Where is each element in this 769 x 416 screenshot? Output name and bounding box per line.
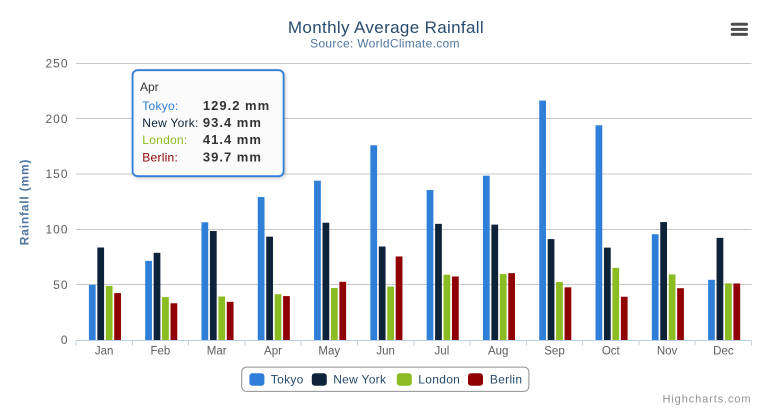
- svg-text:Highcharts.com: Highcharts.com: [662, 394, 751, 406]
- svg-text:150: 150: [45, 167, 68, 181]
- svg-text:Tokyo:: Tokyo:: [142, 99, 178, 113]
- svg-text:Dec: Dec: [713, 345, 734, 357]
- svg-text:Monthly Average Rainfall: Monthly Average Rainfall: [288, 18, 484, 37]
- svg-text:May: May: [318, 345, 340, 357]
- svg-text:Tokyo: Tokyo: [271, 373, 304, 387]
- svg-text:39.7 mm: 39.7 mm: [203, 149, 262, 164]
- svg-text:41.4 mm: 41.4 mm: [203, 132, 262, 147]
- svg-text:200: 200: [45, 112, 68, 126]
- svg-text:London: London: [418, 373, 460, 387]
- svg-text:Sep: Sep: [544, 345, 564, 357]
- svg-text:93.4 mm: 93.4 mm: [203, 115, 262, 130]
- svg-text:Mar: Mar: [207, 345, 227, 357]
- svg-text:Jun: Jun: [376, 345, 395, 357]
- svg-text:Apr: Apr: [140, 80, 159, 94]
- svg-text:Source: WorldClimate.com: Source: WorldClimate.com: [310, 37, 460, 51]
- svg-text:Nov: Nov: [657, 345, 678, 357]
- svg-text:Oct: Oct: [602, 345, 621, 357]
- svg-text:129.2 mm: 129.2 mm: [203, 98, 270, 113]
- svg-text:Jan: Jan: [95, 345, 114, 357]
- svg-text:New York:: New York:: [142, 116, 198, 130]
- svg-text:0: 0: [61, 333, 69, 347]
- svg-text:New York: New York: [333, 373, 387, 387]
- svg-text:Berlin: Berlin: [490, 373, 522, 387]
- svg-text:Apr: Apr: [264, 345, 282, 357]
- svg-text:50: 50: [53, 278, 68, 292]
- svg-text:250: 250: [45, 57, 68, 71]
- svg-text:Aug: Aug: [488, 345, 508, 357]
- svg-text:Rainfall (mm): Rainfall (mm): [18, 159, 32, 245]
- svg-text:100: 100: [45, 223, 68, 237]
- svg-text:Jul: Jul: [435, 345, 450, 357]
- svg-text:Berlin:: Berlin:: [142, 150, 178, 164]
- svg-text:Feb: Feb: [150, 345, 170, 357]
- svg-text:London:: London:: [142, 133, 187, 147]
